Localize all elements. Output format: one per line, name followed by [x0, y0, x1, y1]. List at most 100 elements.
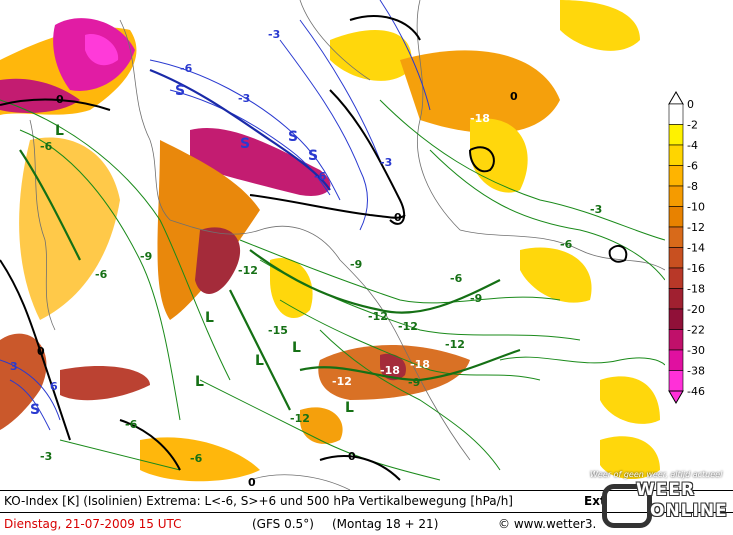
footer-description-text: KO-Index [K] (Isolinien) Extrema: L<-6, …	[4, 494, 513, 508]
map-label: -3	[238, 92, 250, 105]
map-label: -6	[40, 140, 53, 153]
map-label: -6	[180, 62, 193, 75]
weeronline-logo: Weer of geen weer, altijd actueel WEER O…	[588, 470, 733, 534]
weather-map: 0 0 0 0 0 0 -3 -6 -3 -6 -3 3 6 S S S S S…	[0, 0, 665, 490]
legend-swatch	[668, 185, 684, 207]
footer-description: KO-Index [K] (Isolinien) Extrema: L<-6, …	[0, 490, 733, 513]
map-label: -6	[95, 268, 108, 281]
map-label: L	[55, 123, 64, 139]
vertical-motion-lines-bold	[149, 68, 331, 191]
color-scale-legend: 0 -2 -4 -6 -8 -10 -12 -14 -16 -18 -20 -22 -30 -38 -46	[668, 91, 705, 404]
map-label: S	[240, 136, 250, 152]
map-label: 0	[348, 450, 356, 463]
footer-run: (Montag 18 + 21)	[332, 517, 439, 531]
legend-swatch	[668, 308, 684, 330]
map-label: S	[175, 83, 185, 99]
map-label: -12	[290, 412, 310, 425]
logo-word-2: ONLINE	[650, 501, 728, 521]
zero-lines	[0, 15, 628, 481]
legend-swatch	[668, 206, 684, 228]
map-label: -18	[470, 112, 490, 125]
map-label: -3	[40, 450, 52, 463]
map-label: -9	[350, 258, 362, 271]
instability-shading	[0, 0, 660, 482]
legend-swatch	[668, 329, 684, 351]
legend-labels: 0 -2 -4 -6 -8 -10 -12 -14 -16 -18 -20 -22 -30 -38 -46	[687, 98, 705, 398]
footer-run-info: Dienstag, 21-07-2009 15 UTC (GFS 0.5°) (…	[0, 512, 733, 535]
legend-swatch	[668, 124, 684, 146]
footer-date: Dienstag, 21-07-2009 15 UTC	[4, 517, 182, 531]
map-label: 0	[56, 93, 64, 106]
legend-swatch	[668, 349, 684, 371]
map-label: S	[30, 402, 40, 418]
legend-label: -10	[687, 201, 705, 214]
map-label: -6	[560, 238, 573, 251]
map-label: 0	[248, 476, 256, 489]
ko-index-isolines-bold	[19, 149, 521, 411]
map-label: -6	[125, 418, 138, 431]
map-label: -9	[408, 376, 420, 389]
legend-swatches	[668, 91, 684, 404]
map-label: -18	[380, 364, 400, 377]
map-label: S	[308, 148, 318, 164]
map-label: 0	[37, 345, 45, 358]
legend-swatch	[668, 165, 684, 187]
legend-swatch	[668, 144, 684, 166]
legend-label: -30	[687, 344, 705, 357]
map-label: -18	[410, 358, 430, 371]
map-label: -9	[470, 292, 482, 305]
map-labels: 0 0 0 0 0 0 -3 -6 -3 -6 -3 3 6 S S S S S…	[10, 28, 602, 489]
legend-label: -6	[687, 160, 698, 173]
map-label: 0	[510, 90, 518, 103]
map-label: -12	[238, 264, 258, 277]
legend-swatch	[668, 226, 684, 248]
logo-tagline: Weer of geen weer, altijd actueel	[590, 470, 723, 479]
legend-label: -8	[687, 180, 698, 193]
map-label: L	[205, 310, 214, 326]
map-label: -15	[268, 324, 288, 337]
legend-label: -2	[687, 119, 698, 132]
map-label: -12	[332, 375, 352, 388]
vertical-motion-lines	[0, 0, 431, 431]
legend-swatch	[668, 103, 684, 125]
ko-index-isolines	[0, 99, 665, 481]
map-label: -9	[140, 250, 152, 263]
map-label: L	[345, 400, 354, 416]
legend-label: -22	[687, 324, 705, 337]
legend-label: -38	[687, 365, 705, 378]
map-label: L	[195, 374, 204, 390]
legend-swatch	[668, 267, 684, 289]
map-label: -6	[450, 272, 463, 285]
legend-label: -20	[687, 303, 705, 316]
map-label: -3	[380, 156, 392, 169]
legend-swatch	[668, 370, 684, 392]
legend-label: 0	[687, 98, 694, 111]
map-label: -12	[368, 310, 388, 323]
map-label: S	[288, 129, 298, 145]
map-label: 0	[394, 211, 402, 224]
legend-label: -16	[687, 262, 705, 275]
legend-swatch	[668, 288, 684, 310]
map-label: -6	[314, 170, 327, 183]
map-label: 6	[50, 380, 58, 393]
legend-label: -18	[687, 283, 705, 296]
legend-label: -12	[687, 221, 705, 234]
legend-arrow-up-icon	[668, 91, 684, 105]
map-label: -6	[190, 452, 203, 465]
legend-label: -4	[687, 139, 698, 152]
map-label: -12	[398, 320, 418, 333]
legend-label: -14	[687, 242, 705, 255]
footer-model: (GFS 0.5°)	[252, 517, 314, 531]
legend-swatch	[668, 247, 684, 269]
map-label: L	[292, 340, 301, 356]
footer-cut-text: Ext	[584, 494, 606, 508]
logo-ring-icon	[602, 484, 652, 528]
map-label: -12	[445, 338, 465, 351]
legend-label: -46	[687, 385, 705, 398]
map-label: -3	[590, 203, 602, 216]
logo-word-1: WEER	[636, 480, 696, 500]
map-label: -3	[268, 28, 280, 41]
legend-arrow-down-icon	[668, 390, 684, 404]
coastlines	[29, 0, 665, 490]
map-label: 3	[10, 360, 18, 373]
